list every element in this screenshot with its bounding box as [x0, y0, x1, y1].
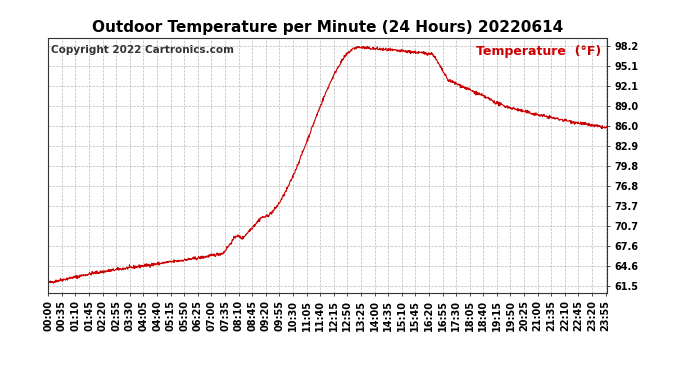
Text: Copyright 2022 Cartronics.com: Copyright 2022 Cartronics.com [51, 45, 234, 55]
Title: Outdoor Temperature per Minute (24 Hours) 20220614: Outdoor Temperature per Minute (24 Hours… [92, 20, 563, 35]
Text: Temperature  (°F): Temperature (°F) [476, 45, 602, 58]
